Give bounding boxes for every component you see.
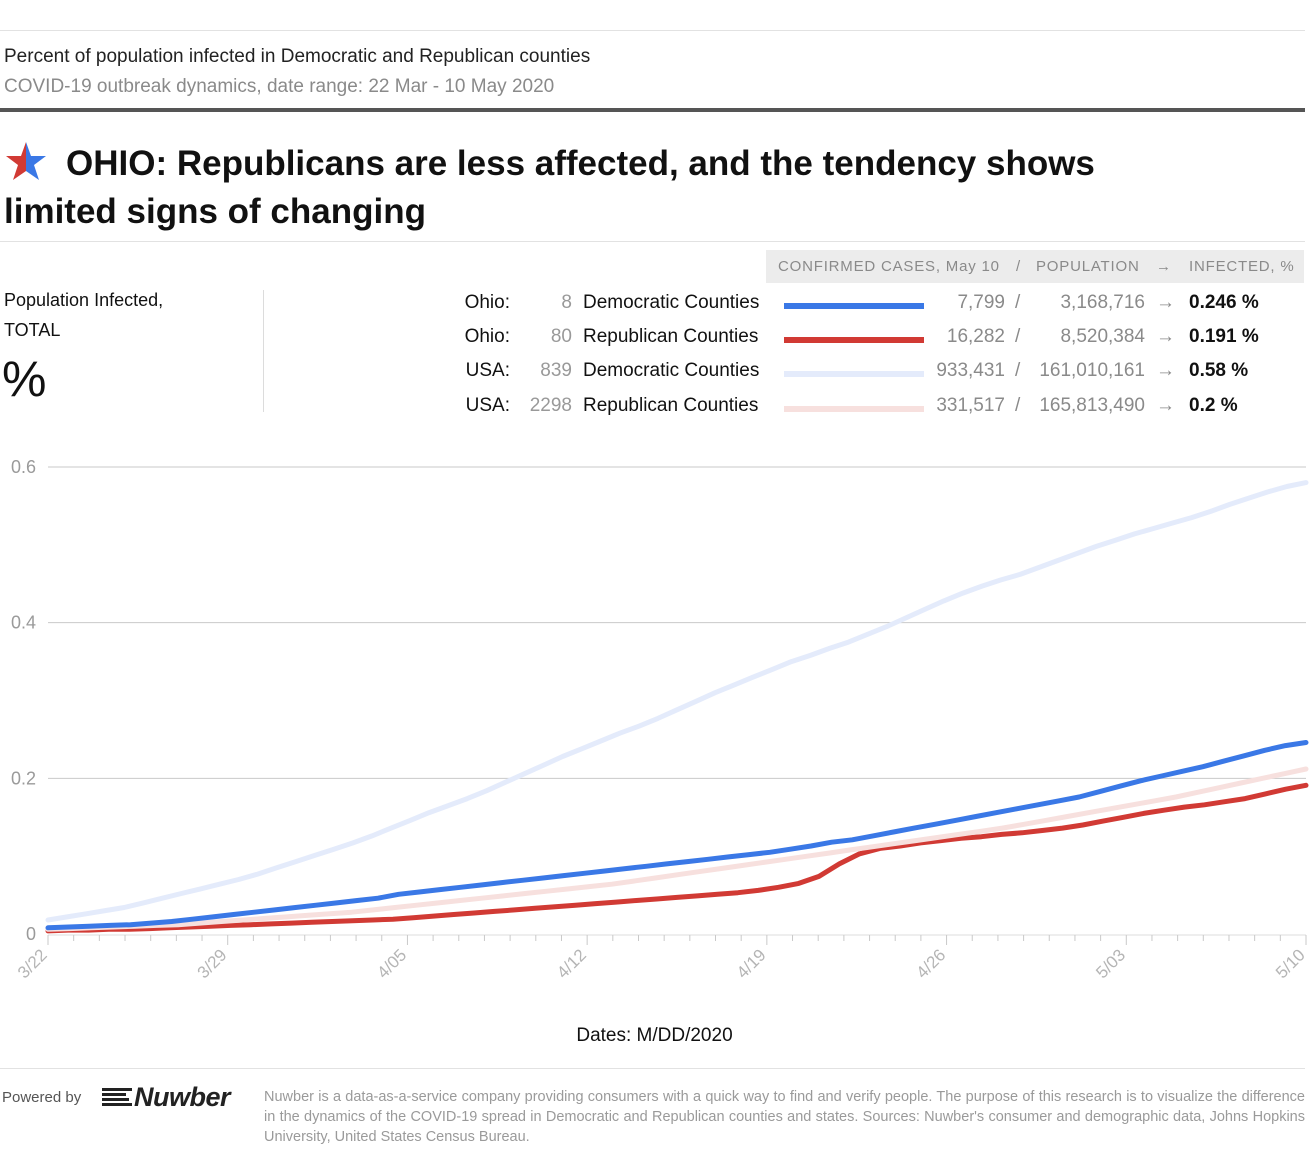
- legend-header-slash: /: [1016, 258, 1021, 275]
- x-tick-label: 3/29: [194, 945, 231, 982]
- legend-row-ohio-rep: Ohio: 80 Republican Counties 16,282 / 8,…: [0, 324, 1309, 354]
- headline-rule: [0, 241, 1305, 242]
- legend-slash: /: [1015, 360, 1021, 381]
- legend-header-population: POPULATION: [1036, 258, 1140, 275]
- legend-region: Ohio:: [464, 292, 510, 313]
- legend-swatch-ohio-dem: [784, 303, 924, 309]
- legend-cases: 7,799: [957, 292, 1005, 313]
- legend-county-count: 8: [561, 292, 572, 313]
- legend-row-ohio-dem: Ohio: 8 Democratic Counties 7,799 / 3,16…: [0, 290, 1309, 320]
- legend-header-cases: CONFIRMED CASES, May 10: [778, 258, 1000, 275]
- legend-population: 8,520,384: [1060, 326, 1145, 347]
- series-line-0: [45, 480, 1309, 923]
- legend-label: Democratic Counties: [583, 360, 760, 381]
- nuwber-logo[interactable]: Nuwber: [102, 1081, 231, 1112]
- legend-label: Republican Counties: [583, 395, 759, 416]
- series-line-3: [45, 740, 1309, 931]
- footer-disclaimer: Nuwber is a data-as-a-service company pr…: [264, 1089, 1305, 1145]
- legend-slash: /: [1015, 292, 1021, 313]
- legend-arrow: →: [1156, 292, 1175, 313]
- header-rule: [0, 108, 1305, 112]
- x-tick-label: 4/12: [553, 945, 590, 982]
- legend-row-usa-rep: USA: 2298 Republican Counties 331,517 / …: [0, 393, 1309, 423]
- legend-population: 3,168,716: [1060, 292, 1145, 313]
- footer-rule: [0, 1068, 1305, 1069]
- legend-slash: /: [1015, 395, 1021, 416]
- y-tick-label: 0: [26, 924, 36, 944]
- chart-headline: OHIO: Republicans are less affected, and…: [4, 140, 1244, 236]
- super-title: Percent of population infected in Democr…: [4, 46, 591, 67]
- legend-arrow: →: [1156, 395, 1175, 416]
- star-icon: [6, 142, 46, 180]
- legend-swatch-usa-rep: [784, 406, 924, 412]
- legend-arrow: →: [1156, 326, 1175, 347]
- x-tick-label: 5/03: [1092, 945, 1129, 982]
- series-line-1: [45, 782, 1309, 934]
- legend-header: CONFIRMED CASES, May 10 / POPULATION → I…: [766, 250, 1304, 283]
- x-tick-label: 4/26: [913, 945, 950, 982]
- series-line-2: [45, 766, 1309, 932]
- y-tick-label: 0.2: [11, 768, 36, 788]
- legend-cases: 331,517: [936, 395, 1005, 416]
- y-tick-label: 0.6: [11, 457, 36, 477]
- legend-region: Ohio:: [464, 326, 510, 347]
- y-tick-label: 0.4: [11, 613, 36, 633]
- legend-header-infected: INFECTED, %: [1189, 258, 1295, 275]
- x-tick-label: 4/05: [373, 945, 410, 982]
- legend-swatch-ohio-rep: [784, 337, 924, 343]
- powered-by-label: Powered by: [2, 1089, 82, 1106]
- x-tick-label: 5/10: [1272, 945, 1309, 982]
- y-axis-label-line-2: TOTAL: [4, 320, 61, 340]
- legend-infected: 0.246 %: [1189, 292, 1259, 313]
- x-axis-title: Dates: M/DD/2020: [576, 1025, 733, 1046]
- legend-label: Republican Counties: [583, 326, 759, 347]
- y-axis-label-line-1: Population Infected,: [4, 290, 164, 310]
- legend-slash: /: [1015, 326, 1021, 347]
- headline-line-2: limited signs of changing: [4, 192, 426, 231]
- legend-header-arrow: →: [1156, 258, 1172, 275]
- legend-region: USA:: [465, 395, 510, 416]
- legend-population: 165,813,490: [1039, 395, 1145, 416]
- legend-cases: 16,282: [946, 326, 1005, 347]
- legend-region: USA:: [465, 360, 510, 381]
- legend-infected: 0.191 %: [1189, 326, 1259, 347]
- line-chart: 0 0.2 0.4 0.6 3/22 3/29 4/05 4/12 4/19 4/26 5/03 5/…: [11, 457, 1309, 982]
- logo-bars-icon: [102, 1087, 132, 1107]
- y-axis-unit: %: [2, 351, 47, 407]
- legend-county-count: 2298: [529, 395, 572, 416]
- top-divider: [0, 30, 1305, 31]
- legend-county-count: 839: [540, 360, 572, 381]
- legend-swatch-usa-dem: [784, 371, 924, 377]
- legend-population: 161,010,161: [1039, 360, 1145, 381]
- legend-row-usa-dem: USA: 839 Democratic Counties 933,431 / 1…: [0, 358, 1309, 388]
- headline-line-1: OHIO: Republicans are less affected, and…: [66, 144, 1095, 183]
- x-tick-label: 3/22: [14, 945, 51, 982]
- legend-infected: 0.2 %: [1189, 395, 1238, 416]
- legend-infected: 0.58 %: [1189, 360, 1249, 381]
- legend-county-count: 80: [550, 326, 572, 347]
- legend-arrow: →: [1156, 360, 1175, 381]
- logo-text: Nuwber: [134, 1081, 231, 1112]
- legend-label: Democratic Counties: [583, 292, 760, 313]
- legend-cases: 933,431: [936, 360, 1005, 381]
- legend-separator: [263, 290, 264, 412]
- super-subtitle: COVID-19 outbreak dynamics, date range: …: [4, 76, 555, 97]
- x-tick-label: 4/19: [733, 945, 770, 982]
